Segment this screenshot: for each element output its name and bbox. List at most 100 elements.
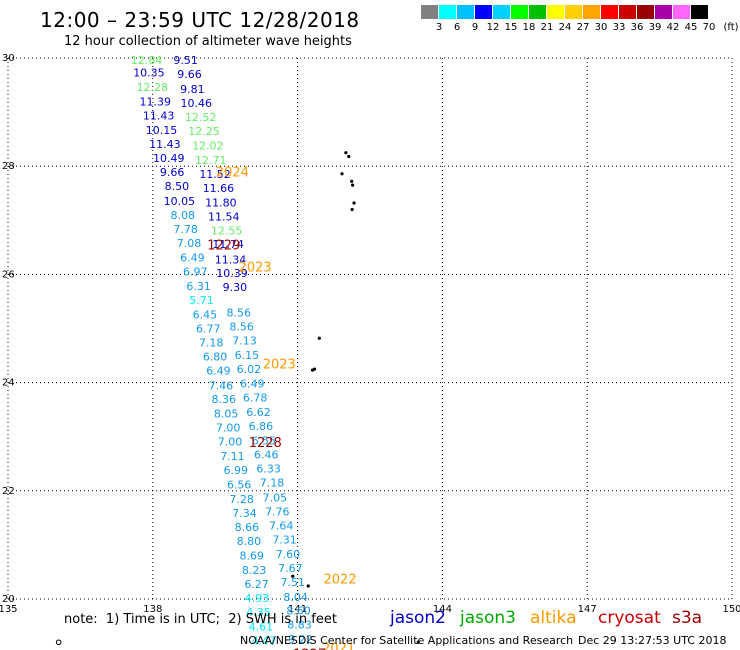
wave-height-value: 4.93 (245, 592, 270, 605)
lon-tick-label: 147 (578, 604, 597, 615)
lat-tick-label: 30 (2, 53, 15, 64)
legend-label: 30 (594, 22, 608, 33)
wave-height-value: 6.62 (246, 406, 271, 419)
mission-label-jason2: jason2 (390, 608, 446, 628)
island-marker (344, 151, 348, 155)
mission-label-cryosat: cryosat (598, 608, 661, 628)
wave-height-value: 6.49 (180, 252, 205, 265)
lat-tick-label: 22 (2, 486, 15, 497)
wave-height-value: 8.80 (237, 535, 262, 548)
wave-height-value: 7.00 (216, 422, 241, 435)
wave-height-value: 8.08 (170, 209, 195, 222)
footer-note: note: 1) Time is in UTC; 2) SWH is in fe… (64, 612, 337, 627)
wave-height-value: 11.74 (212, 238, 244, 251)
island-marker (350, 179, 354, 183)
legend-label: 3 (435, 22, 443, 33)
wave-height-value: 12.28 (137, 81, 169, 94)
wave-height-value: 7.18 (260, 477, 285, 490)
wave-height-value: 3.68 (254, 649, 279, 650)
legend-label: 33 (612, 22, 626, 33)
wave-height-value: 6.97 (183, 266, 208, 279)
island-marker (340, 172, 344, 176)
wave-height-value: 8.66 (235, 521, 260, 534)
lat-tick-label: 28 (2, 161, 15, 172)
lon-tick-label: 141 (288, 604, 307, 615)
wave-height-value: 9.66 (177, 68, 202, 81)
wave-height-value: 7.00 (218, 436, 243, 449)
legend-swatch (511, 5, 529, 19)
wave-height-value: 6.77 (196, 323, 221, 336)
legend-label: 9 (471, 22, 479, 33)
wave-height-value: 12.52 (185, 111, 217, 124)
legend-swatch (457, 5, 475, 19)
wave-height-value: 7.31 (272, 533, 297, 546)
legend-swatch (475, 5, 493, 19)
legend-label: 36 (630, 22, 644, 33)
legend-label: 27 (576, 22, 590, 33)
wave-height-value: 11.43 (143, 109, 175, 122)
wave-height-value: 9.30 (223, 281, 248, 294)
wave-height-value: 8.50 (165, 180, 190, 193)
island-marker (306, 584, 310, 588)
pass-time-label: 2024 (216, 166, 249, 181)
lon-tick-label: 144 (433, 604, 452, 615)
legend-label: 70 (702, 22, 716, 33)
wave-height-value: 10.05 (164, 195, 196, 208)
legend-swatch (601, 5, 619, 19)
pass-time-label: 2023 (239, 260, 272, 275)
wave-height-value: 7.13 (232, 334, 257, 347)
pass-time-label: 2023 (263, 358, 296, 373)
wave-height-value: 4.47 (252, 635, 277, 648)
wave-height-value: 6.55 (252, 434, 277, 447)
wave-height-value: 7.08 (177, 237, 202, 250)
wave-height-value: 11.66 (203, 182, 235, 195)
legend-swatch (565, 5, 583, 19)
wave-height-value: 6.99 (224, 464, 249, 477)
wave-height-value: 11.43 (149, 138, 181, 151)
wave-height-value: 12.25 (188, 125, 220, 138)
island-marker (310, 368, 315, 372)
pass-time-label: 2022 (324, 572, 357, 587)
lat-tick-label: 26 (2, 269, 15, 280)
wave-height-value: 6.15 (235, 349, 260, 362)
wave-height-value: 9.51 (173, 54, 198, 67)
wave-height-value: 10.35 (133, 67, 165, 80)
mission-label-s3a: s3a (672, 608, 703, 628)
wave-height-value: 12.55 (211, 225, 243, 238)
wave-height-value: 11.80 (205, 196, 237, 209)
legend-swatch (691, 5, 709, 19)
wave-height-value: 9.66 (160, 166, 185, 179)
wave-height-value: 7.60 (276, 548, 301, 561)
island-marker (347, 154, 351, 159)
island-ring (55, 639, 62, 646)
wave-height-value: 6.49 (240, 378, 265, 391)
map-subtitle: 12 hour collection of altimeter wave hei… (64, 34, 352, 49)
wave-height-value: 4.35 (246, 606, 271, 619)
wave-height-value: 8.05 (214, 407, 239, 420)
legend-label: 15 (504, 22, 518, 33)
wave-height-value: 8.69 (239, 550, 264, 563)
wave-height-value: 6.49 (206, 365, 231, 378)
pass-time-label: 1229 (207, 239, 240, 254)
pass-time-label: 1227 (293, 648, 326, 650)
wave-height-value: 11.39 (139, 95, 171, 108)
wave-height-value: 6.80 (203, 351, 228, 364)
wave-height-value: 7.64 (269, 519, 294, 532)
wave-height-value: 6.45 (193, 308, 218, 321)
wave-height-value: 10.15 (146, 124, 178, 137)
lon-tick-label: 135 (0, 604, 18, 615)
island-marker (350, 207, 354, 212)
wave-height-value: 8.56 (226, 306, 251, 319)
wave-height-value: 6.78 (243, 392, 268, 405)
legend-label: 42 (666, 22, 680, 33)
legend-swatch (673, 5, 691, 19)
wave-height-value: 4.61 (249, 621, 274, 634)
wave-height-value: 11.52 (199, 168, 231, 181)
wave-height-value: 6.31 (186, 280, 211, 293)
wave-height-value: 9.81 (180, 83, 205, 96)
wave-height-value: 7.34 (232, 507, 257, 520)
footer-timestamp: Dec 29 13:27:53 UTC 2018 (578, 634, 727, 647)
legend-swatch (547, 5, 565, 19)
